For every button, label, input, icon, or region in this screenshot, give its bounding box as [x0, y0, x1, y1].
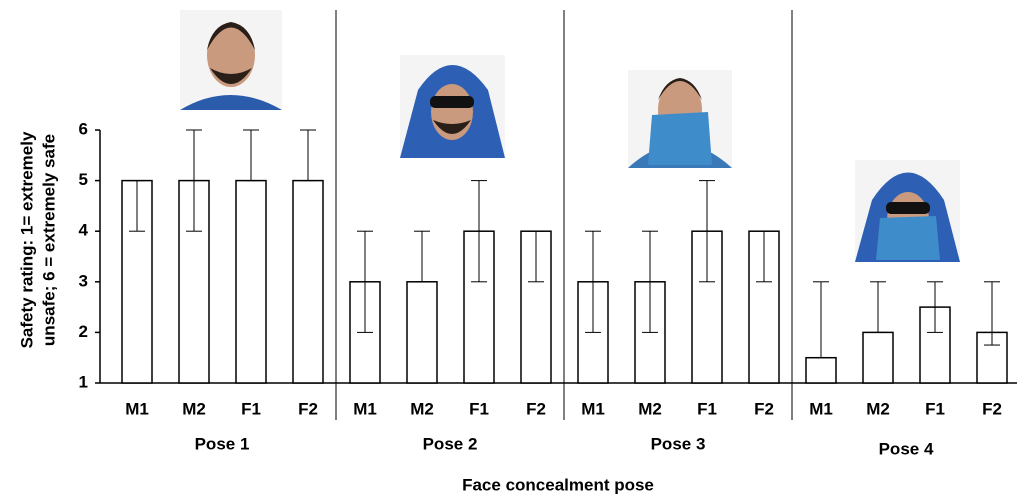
- x-tick-label: M1: [125, 399, 149, 418]
- group-label: Pose 2: [423, 434, 478, 453]
- bar: [406, 281, 438, 384]
- y-axis-label: unsafe; 6 = extremely safe: [39, 134, 58, 346]
- bar: [862, 331, 894, 384]
- y-tick-label: 3: [79, 271, 88, 290]
- photo-pose-1: [180, 10, 282, 110]
- x-tick-label: F2: [982, 399, 1002, 418]
- x-tick-label: M2: [182, 399, 206, 418]
- photo-pose-2: [400, 55, 505, 158]
- x-axis-label: Face concealment pose: [462, 475, 654, 494]
- x-tick-label: F1: [469, 399, 489, 418]
- y-tick-label: 2: [79, 322, 88, 341]
- x-tick-label: F2: [754, 399, 774, 418]
- y-tick-label: 4: [79, 221, 89, 240]
- y-tick-label: 1: [79, 372, 88, 391]
- photo-pose-3: [628, 70, 732, 168]
- x-tick-label: M1: [809, 399, 833, 418]
- photo-pose-4: [855, 160, 960, 262]
- x-tick-label: M1: [353, 399, 377, 418]
- bar: [805, 356, 837, 384]
- x-tick-label: F2: [298, 399, 318, 418]
- x-tick-label: M2: [638, 399, 662, 418]
- group-label: Pose 4: [879, 439, 934, 458]
- bar: [292, 179, 324, 384]
- x-tick-label: F2: [526, 399, 546, 418]
- y-axis-label: Safety rating: 1= extremely: [17, 131, 36, 348]
- x-tick-label: F1: [241, 399, 261, 418]
- x-tick-label: M2: [866, 399, 890, 418]
- x-tick-label: F1: [697, 399, 717, 418]
- y-tick-label: 6: [79, 119, 88, 138]
- group-label: Pose 1: [195, 434, 250, 453]
- x-tick-label: M1: [581, 399, 605, 418]
- x-tick-label: M2: [410, 399, 434, 418]
- y-tick-label: 5: [79, 170, 88, 189]
- bar: [235, 179, 267, 384]
- group-label: Pose 3: [651, 434, 706, 453]
- x-tick-label: F1: [925, 399, 945, 418]
